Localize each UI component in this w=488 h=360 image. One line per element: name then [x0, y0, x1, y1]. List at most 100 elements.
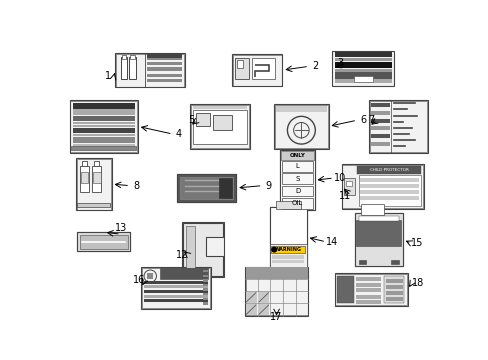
Text: 15: 15 [410, 238, 423, 248]
Bar [245, 267, 307, 315]
Bar [73, 128, 135, 133]
Bar [190, 105, 249, 148]
Bar [77, 203, 110, 207]
Bar [368, 100, 427, 153]
Bar [116, 54, 184, 87]
Bar [385, 291, 402, 295]
Bar [73, 112, 135, 115]
Bar [245, 292, 256, 303]
Bar [80, 166, 89, 192]
Bar [334, 58, 391, 61]
Bar [144, 285, 207, 288]
Bar [360, 178, 418, 182]
Text: 6: 6 [360, 115, 366, 125]
Text: S: S [295, 176, 299, 182]
Bar [356, 288, 381, 292]
Wedge shape [271, 247, 276, 252]
Bar [181, 222, 224, 277]
Bar [334, 274, 407, 306]
Bar [76, 158, 111, 210]
Bar [334, 72, 391, 78]
Bar [93, 172, 101, 183]
Bar [281, 151, 313, 160]
Text: 14: 14 [325, 237, 338, 247]
Text: WARNING: WARNING [274, 247, 301, 252]
Bar [69, 100, 138, 153]
Bar [213, 115, 231, 130]
Bar [360, 184, 418, 188]
Polygon shape [183, 223, 222, 276]
Bar [360, 197, 418, 200]
Bar [358, 260, 366, 264]
Bar [275, 201, 300, 209]
Bar [385, 297, 402, 301]
Bar [282, 173, 312, 184]
Bar [336, 276, 353, 303]
Bar [271, 255, 304, 259]
Text: OIL: OIL [291, 201, 303, 206]
Bar [370, 134, 389, 138]
Bar [203, 293, 207, 295]
Bar [245, 267, 307, 279]
Bar [203, 284, 207, 286]
Bar [73, 109, 135, 112]
Bar [147, 73, 182, 77]
Bar [384, 276, 404, 303]
Text: 8: 8 [133, 181, 139, 191]
Bar [269, 207, 306, 267]
Bar [73, 125, 135, 127]
Bar [370, 126, 389, 130]
Bar [77, 232, 130, 252]
Bar [370, 111, 389, 115]
Bar [354, 213, 402, 266]
Bar [334, 53, 391, 57]
Bar [360, 190, 418, 194]
Bar [144, 299, 207, 302]
Bar [332, 51, 393, 86]
Bar [147, 273, 153, 279]
Bar [147, 79, 182, 82]
Bar [180, 177, 233, 199]
Text: 16: 16 [132, 275, 144, 285]
Bar [354, 213, 402, 266]
Bar [385, 279, 402, 283]
Bar [115, 53, 185, 87]
Bar [159, 269, 207, 279]
Bar [271, 260, 304, 264]
Bar [356, 300, 381, 304]
Bar [192, 110, 246, 144]
Bar [343, 178, 354, 195]
Bar [358, 195, 420, 198]
Bar [147, 67, 182, 71]
Text: 13: 13 [115, 223, 127, 233]
Text: 4: 4 [176, 129, 182, 139]
Bar [269, 207, 306, 267]
Bar [356, 295, 381, 299]
Bar [71, 147, 136, 150]
Text: CHILD PROTECTOR: CHILD PROTECTOR [369, 168, 407, 172]
Bar [144, 281, 207, 284]
Bar [73, 137, 135, 143]
Bar [356, 283, 381, 287]
Bar [258, 304, 269, 315]
Bar [358, 175, 420, 206]
Bar [390, 260, 398, 264]
Bar [356, 166, 420, 174]
Bar [94, 161, 99, 166]
Bar [274, 105, 327, 148]
Bar [142, 267, 209, 309]
Bar [92, 166, 101, 192]
Bar [141, 267, 210, 309]
Bar [73, 103, 135, 109]
Bar [358, 181, 420, 184]
Bar [370, 119, 389, 122]
Bar [81, 172, 88, 183]
Bar [82, 161, 86, 166]
Text: L: L [295, 163, 299, 170]
Bar [196, 113, 209, 126]
Text: 12: 12 [176, 250, 188, 260]
Bar [203, 275, 207, 277]
Bar [245, 304, 256, 315]
Bar [236, 60, 243, 68]
Bar [358, 190, 420, 193]
